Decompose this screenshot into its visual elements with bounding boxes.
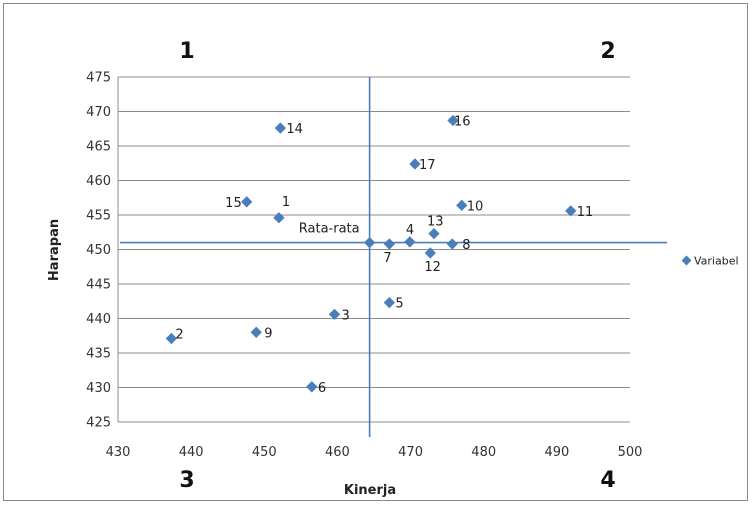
mean-lines: [120, 77, 667, 437]
point-label-11: 11: [577, 205, 594, 220]
data-point-6: [306, 381, 318, 393]
chart-frame: [3, 3, 748, 501]
data-point-5: [383, 296, 396, 309]
data-point-11: [565, 205, 577, 217]
y-tick-label-450: 450: [86, 243, 111, 258]
legend-label: Variabel: [694, 255, 739, 268]
data-point-10: [456, 199, 468, 211]
point-label-13: 13: [427, 215, 444, 230]
quadrant-label-3: 3: [179, 468, 194, 493]
y-tick-label-470: 470: [86, 105, 111, 120]
data-point-17: [409, 158, 421, 170]
x-tick-label-450: 450: [252, 445, 277, 460]
point-label-15: 15: [225, 196, 242, 211]
grid-lines: [117, 76, 630, 423]
point-label-18: Rata-rata: [299, 222, 360, 237]
x-axis-title: Kinerja: [344, 483, 396, 498]
data-point-8: [446, 238, 458, 250]
data-point-15: [241, 196, 253, 208]
x-tick-label-460: 460: [325, 445, 350, 460]
data-point-18: [363, 236, 376, 249]
point-label-4: 4: [406, 223, 414, 238]
x-tick-label-440: 440: [179, 445, 204, 460]
x-tick-label-480: 480: [471, 445, 496, 460]
quadrant-label-4: 4: [600, 468, 615, 493]
data-point-3: [328, 308, 341, 321]
y-tick-label-465: 465: [86, 140, 111, 155]
data-point-13: [428, 227, 440, 240]
x-tick-label-500: 500: [618, 445, 643, 460]
y-tick-label-430: 430: [86, 381, 111, 396]
y-tick-label-440: 440: [86, 312, 111, 327]
quadrant-label-1: 1: [179, 39, 194, 64]
y-tick-label-445: 445: [86, 278, 111, 293]
point-label-5: 5: [395, 297, 403, 312]
point-label-6: 6: [318, 381, 326, 396]
quadrant-label-2: 2: [600, 39, 615, 64]
point-label-17: 17: [419, 158, 436, 173]
point-label-12: 12: [424, 260, 441, 275]
y-tick-label-460: 460: [86, 174, 111, 189]
y-tick-label-435: 435: [86, 347, 111, 362]
point-label-9: 9: [264, 326, 272, 341]
y-tick-label-475: 475: [86, 71, 111, 86]
point-label-10: 10: [467, 199, 484, 214]
x-tick-label-430: 430: [106, 445, 131, 460]
data-point-7: [383, 238, 396, 250]
data-point-12: [424, 247, 436, 259]
data-point-2: [165, 332, 178, 345]
point-label-1: 1: [282, 195, 290, 210]
x-tick-label-470: 470: [398, 445, 423, 460]
point-label-3: 3: [342, 308, 350, 323]
data-point-14: [274, 122, 287, 134]
data-point-4: [404, 236, 416, 248]
point-label-8: 8: [462, 238, 470, 253]
data-point-9: [250, 326, 262, 338]
point-label-14: 14: [286, 122, 303, 137]
x-tick-label-490: 490: [544, 445, 569, 460]
point-label-2: 2: [175, 328, 183, 343]
data-point-1: [273, 212, 285, 224]
point-label-16: 16: [454, 114, 471, 129]
y-tick-label-455: 455: [86, 209, 111, 224]
legend-marker: [681, 255, 692, 266]
quadrant-labels: 1 23 4: [179, 39, 615, 493]
y-tick-label-425: 425: [86, 416, 111, 431]
data-points: [165, 114, 577, 393]
point-label-7: 7: [383, 251, 391, 266]
legend: Variabel: [681, 255, 739, 268]
y-axis-title: Harapan: [47, 219, 62, 281]
